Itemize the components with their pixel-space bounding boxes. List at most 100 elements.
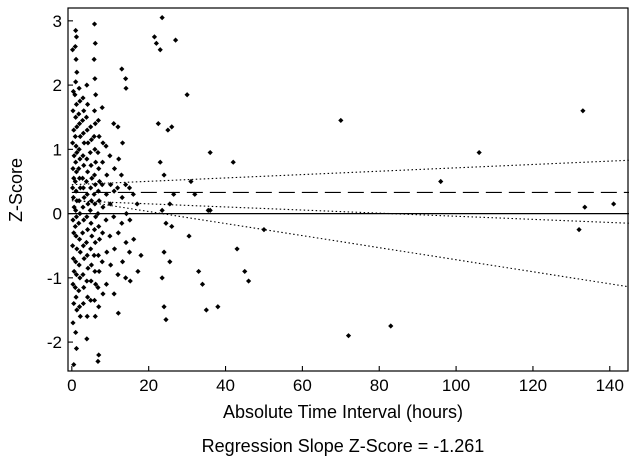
data-point — [103, 281, 110, 287]
y-tick-label: 1 — [53, 140, 62, 159]
data-point — [119, 194, 125, 201]
data-point — [92, 201, 98, 207]
data-point — [89, 175, 95, 181]
data-point — [99, 159, 106, 165]
data-point — [73, 114, 79, 120]
y-axis-label: Z-Score — [6, 158, 26, 222]
data-point — [76, 198, 82, 204]
data-point — [84, 252, 90, 258]
data-point — [85, 265, 91, 271]
data-point — [73, 207, 79, 213]
data-point — [88, 124, 94, 130]
data-point — [338, 117, 344, 124]
data-point — [91, 108, 98, 114]
data-point — [84, 101, 91, 107]
data-point — [73, 143, 79, 149]
dotted-line-3 — [71, 200, 629, 224]
data-point — [130, 191, 136, 197]
data-point — [92, 76, 98, 82]
data-point — [87, 149, 93, 156]
data-point — [192, 191, 198, 197]
data-point — [80, 243, 86, 249]
data-point — [96, 198, 102, 204]
data-point — [72, 284, 78, 291]
data-point — [111, 214, 117, 220]
data-point — [88, 220, 94, 226]
data-point — [73, 27, 79, 34]
data-point — [107, 153, 113, 159]
data-point — [81, 217, 87, 223]
data-point — [84, 214, 90, 220]
data-point — [96, 352, 102, 358]
x-tick-label: 140 — [596, 376, 624, 395]
data-point — [73, 345, 80, 352]
x-tick-label: 40 — [216, 376, 235, 395]
data-point — [88, 185, 94, 191]
data-point — [115, 272, 121, 278]
data-point — [96, 166, 102, 172]
data-point — [91, 172, 98, 178]
data-point — [77, 210, 83, 217]
data-point — [116, 156, 122, 162]
data-point — [207, 207, 213, 213]
data-point — [70, 108, 76, 114]
data-point — [84, 82, 90, 88]
data-point — [123, 210, 130, 217]
data-point — [95, 210, 101, 217]
y-tick-label: -1 — [47, 269, 62, 288]
data-point — [93, 281, 99, 287]
data-point — [81, 108, 87, 114]
data-point — [87, 207, 93, 213]
data-point — [93, 92, 99, 98]
data-point — [73, 214, 80, 220]
regression-slope-caption: Regression Slope Z-Score = -1.261 — [202, 436, 485, 456]
data-point — [74, 124, 80, 130]
data-point — [74, 246, 80, 252]
data-point — [119, 66, 125, 72]
data-point — [72, 43, 78, 50]
data-point — [80, 272, 86, 278]
data-point — [215, 304, 221, 310]
data-point — [345, 333, 352, 339]
data-point — [123, 182, 129, 188]
data-point — [74, 307, 80, 313]
data-point — [85, 201, 91, 207]
data-point — [71, 361, 77, 368]
data-point — [163, 220, 169, 226]
data-point — [77, 249, 83, 255]
data-point — [242, 268, 248, 275]
data-point — [88, 162, 94, 169]
data-point — [73, 233, 79, 239]
data-point — [84, 278, 90, 284]
data-point — [72, 223, 78, 230]
x-tick-label: 100 — [442, 376, 470, 395]
data-point — [111, 188, 117, 194]
data-point — [73, 79, 79, 85]
data-point — [167, 259, 173, 265]
data-point — [71, 127, 77, 133]
data-point — [123, 76, 129, 82]
x-tick-label: 0 — [67, 376, 76, 395]
data-point — [92, 182, 98, 188]
y-tick-label: 0 — [53, 205, 62, 224]
x-tick-label: 60 — [293, 376, 312, 395]
data-point — [84, 169, 91, 175]
data-point — [93, 159, 99, 165]
data-point — [88, 297, 94, 303]
data-point — [114, 185, 121, 191]
data-point — [103, 217, 109, 223]
data-point — [230, 159, 236, 165]
data-point — [169, 223, 175, 230]
data-point — [161, 172, 167, 178]
data-point — [165, 127, 171, 133]
data-point — [103, 191, 110, 197]
data-point — [100, 204, 106, 210]
data-point — [96, 236, 103, 242]
data-point — [96, 223, 102, 230]
data-point — [77, 133, 83, 140]
data-point — [88, 137, 95, 143]
data-point — [95, 188, 101, 194]
data-point — [171, 191, 177, 197]
data-point — [70, 281, 76, 287]
data-point — [70, 217, 76, 223]
